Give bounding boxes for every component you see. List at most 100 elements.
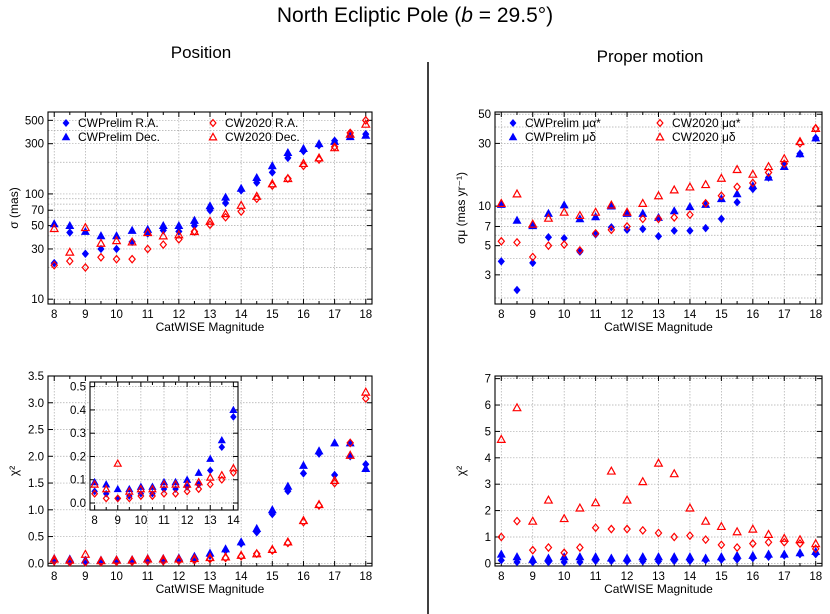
data-point [96,555,106,565]
data-point [716,521,727,531]
data-point [314,446,324,455]
data-point [622,494,632,504]
x-tick-label: 13 [652,571,665,583]
data-point [137,491,145,501]
series-cw2020-dec- [49,119,371,256]
x-tick-label: 10 [110,571,123,583]
data-point [496,549,506,558]
plot-frame [494,111,823,305]
x-tick-label: 8 [51,309,57,321]
data-point [513,237,521,247]
data-point [575,502,585,512]
data-point [528,252,537,262]
y-tick-label: 3 [485,270,491,282]
data-point [654,214,663,224]
data-point [252,172,262,182]
data-point [49,223,60,233]
x-tick-label: 8 [91,515,97,527]
x-axis-label: CatWISE Magnitude [156,320,265,334]
data-point [158,554,169,563]
data-point [763,161,774,171]
y-tick-label: 10 [31,294,44,306]
plot-frame [47,111,373,305]
data-point [159,479,169,488]
data-point [639,224,647,234]
series-cw2020- [496,123,821,228]
x-tick-label: 10 [110,309,123,321]
data-point [591,212,601,221]
x-tick-label: 18 [809,309,822,321]
data-point [748,550,758,559]
x-tick-label: 14 [684,309,697,321]
data-point [112,254,121,264]
data-point [513,285,521,295]
data-point [221,544,231,553]
legend-label: CWPrelim μδ [525,130,596,144]
data-point [685,502,695,512]
legend-label: CW2020 μα* [672,116,741,130]
data-point [512,402,522,412]
data-point [220,551,231,561]
data-point [717,214,725,224]
data-point [576,247,584,256]
data-point [638,525,647,535]
data-point [189,553,200,563]
data-point [236,183,246,192]
x-tick-label: 13 [204,515,217,527]
legend-label: CW2020 R.A. [225,116,298,130]
x-tick-label: 9 [530,571,536,583]
data-point [148,484,157,493]
data-point [221,192,231,201]
data-point [148,491,156,501]
y-axis-label: σμ (mas yr⁻¹) [454,172,468,244]
data-point [267,505,277,514]
data-point [283,536,293,546]
x-tick-label: 11 [142,571,154,583]
y-tick-label: 7 [485,221,491,233]
data-point [607,223,615,232]
data-point [512,188,522,198]
data-point [111,235,122,245]
data-point [360,119,371,128]
data-point [669,552,679,561]
data-point [543,553,553,562]
data-point [183,487,191,496]
data-point [237,207,246,217]
data-point [127,225,137,234]
data-point [606,199,617,209]
y-tick-label: 2.0 [28,451,44,463]
data-point [700,179,711,189]
x-tick-label: 14 [684,571,697,583]
data-point [513,557,521,567]
series-cw2020-dec- [49,387,371,565]
data-point [512,215,522,224]
y-tick-label: 30 [31,244,44,256]
y-tick-label: 3 [485,479,491,491]
y-tick-label: 3.0 [28,398,44,410]
x-tick-label: 12 [172,309,185,321]
data-point [764,537,773,547]
data-point [733,542,741,553]
data-point [329,475,340,485]
x-tick-label: 12 [172,571,185,583]
data-point [205,216,215,225]
data-point [160,489,168,498]
data-point [329,142,340,152]
series-cw2020- [497,516,820,558]
data-point [780,159,789,169]
data-point [101,484,111,493]
data-point [206,454,215,462]
data-point [527,516,538,525]
legend-marker [61,132,71,141]
y-tick-label: 3.5 [28,371,44,383]
x-tick-label: 8 [498,309,504,321]
data-point [591,523,600,533]
data-point [190,221,199,230]
data-point [544,241,553,251]
data-point [623,221,631,232]
data-point [205,201,215,210]
data-point [102,480,111,488]
data-point [158,220,168,230]
x-tick-label: 16 [746,571,759,583]
data-point [496,198,507,207]
